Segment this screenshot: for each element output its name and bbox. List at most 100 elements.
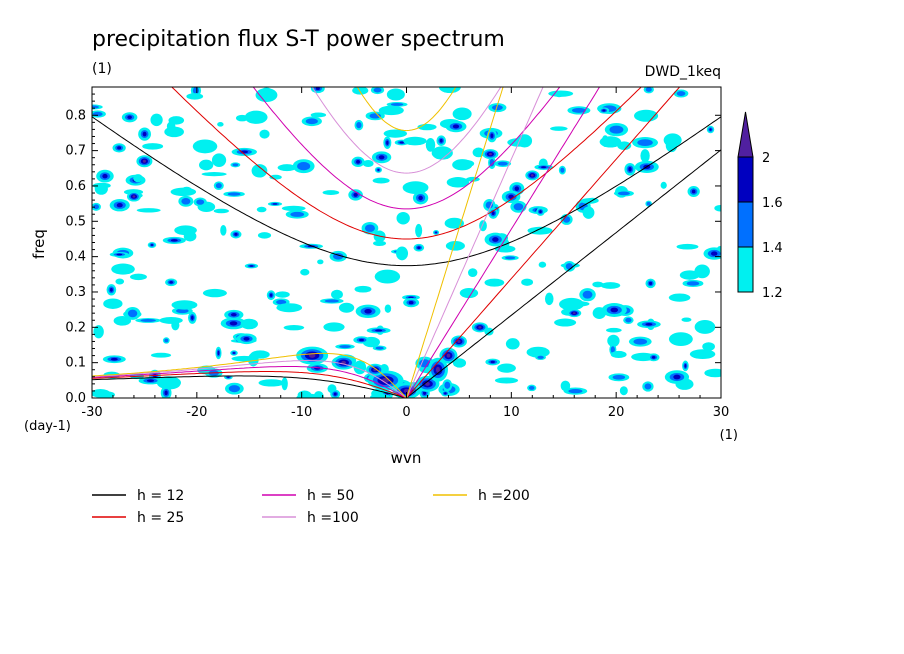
colorbar-swatch-3	[737, 156, 754, 203]
contour-patch	[446, 177, 470, 188]
x-tick-label: -20	[186, 405, 207, 420]
contour-patch	[417, 246, 421, 250]
contour-patch	[571, 107, 586, 113]
dispersion-curve	[92, 375, 407, 398]
contour-patch	[115, 278, 125, 285]
contour-patch	[521, 278, 534, 286]
contour-patch	[257, 232, 272, 239]
contour-patch	[275, 291, 290, 298]
contour-patch	[290, 211, 305, 217]
contour-patch	[444, 217, 464, 229]
contour-patch	[668, 332, 693, 347]
contour-patch	[230, 312, 237, 317]
dispersion-curve	[406, 149, 721, 398]
contour-patch	[229, 321, 238, 326]
contour-patch	[232, 163, 239, 167]
contour-patch	[694, 319, 716, 334]
y-tick-label: 0.0	[65, 391, 86, 406]
contour-patch	[352, 87, 369, 95]
contour-patch	[704, 368, 721, 378]
contour-patch	[582, 290, 593, 299]
contour-patch	[213, 208, 229, 214]
x-tick-label: -10	[291, 405, 312, 420]
contour-patch	[548, 90, 574, 97]
contour-patch	[418, 195, 423, 201]
contour-patch	[660, 181, 667, 189]
colorbar-swatch-2	[737, 201, 754, 248]
dispersion-curve	[252, 87, 561, 210]
contour-patch	[676, 243, 699, 250]
contour-patch	[103, 298, 123, 309]
contour-patch	[714, 204, 721, 212]
contour-patch	[610, 307, 619, 313]
contour-patch	[217, 350, 220, 356]
contour-patch	[217, 122, 224, 127]
contour-patch	[628, 167, 632, 172]
contour-patch	[497, 363, 516, 373]
contour-patch	[538, 261, 547, 268]
contour-patch	[133, 174, 143, 183]
contour-patch	[235, 114, 249, 122]
contour-patch	[150, 243, 154, 247]
contour-patch	[494, 377, 519, 384]
y-tick-label: 0.5	[65, 214, 86, 229]
contour-patch	[192, 139, 218, 154]
contour-patch	[317, 259, 324, 265]
contour-patch	[550, 126, 568, 131]
contour-patch	[681, 317, 692, 322]
dispersion-curves	[92, 87, 721, 398]
dispersion-curve	[311, 87, 502, 174]
contour-patch	[684, 363, 687, 368]
contour-patch	[322, 190, 340, 196]
contour-patch	[673, 374, 681, 380]
contour-patch	[164, 390, 168, 396]
y-tick-label: 0.7	[65, 144, 86, 159]
contour-patch	[452, 107, 472, 121]
contour-patch	[633, 338, 648, 345]
y-tick-label: 0.3	[65, 285, 86, 300]
contour-patch	[300, 268, 310, 276]
contour-patch-strong	[457, 339, 461, 343]
contour-patch	[202, 288, 227, 298]
contour-patch	[373, 87, 382, 93]
contour-patch	[171, 300, 198, 310]
dispersion-curve	[92, 360, 407, 398]
colorbar-swatch-1	[737, 246, 754, 293]
contour-patch	[127, 309, 138, 318]
contour-patch	[668, 293, 691, 302]
contour-patch	[234, 232, 238, 236]
y-tick-label: 0.1	[65, 356, 86, 371]
contour-patch	[599, 136, 622, 148]
dispersion-curve	[406, 87, 681, 398]
contour-patch	[492, 237, 499, 242]
contour-patch	[610, 346, 615, 354]
colorbar-label-3: 1.6	[762, 196, 783, 211]
contour-patch	[568, 388, 583, 394]
contour-patch	[435, 231, 437, 234]
contour-patch	[269, 174, 282, 180]
contour-patch	[592, 281, 604, 288]
contour-patch	[686, 281, 700, 286]
contour-patch-strong	[530, 174, 534, 177]
contour-patch	[315, 87, 320, 91]
contour-patch	[243, 336, 250, 341]
contour-patch	[563, 301, 590, 307]
y-tick-label: 0.6	[65, 179, 86, 194]
colorbar-label-4: 2	[762, 151, 770, 166]
contour-patch	[211, 153, 227, 167]
contour-patch	[281, 377, 288, 391]
contour-patch	[129, 273, 147, 281]
contour-patch	[439, 138, 443, 143]
contour-patch	[248, 352, 259, 367]
contour-patch	[93, 325, 104, 339]
contour-patch	[111, 263, 135, 275]
contour-patch	[646, 201, 651, 206]
y-tick-label: 0.8	[65, 108, 86, 123]
chart-title: precipitation flux S-T power spectrum	[92, 27, 505, 52]
contour-patch	[161, 379, 181, 390]
legend-label-h12: h = 12	[137, 488, 184, 504]
contour-patch	[164, 126, 184, 138]
contour-patch	[386, 88, 405, 101]
contour-patch	[305, 118, 318, 125]
contour-patch	[370, 393, 391, 398]
